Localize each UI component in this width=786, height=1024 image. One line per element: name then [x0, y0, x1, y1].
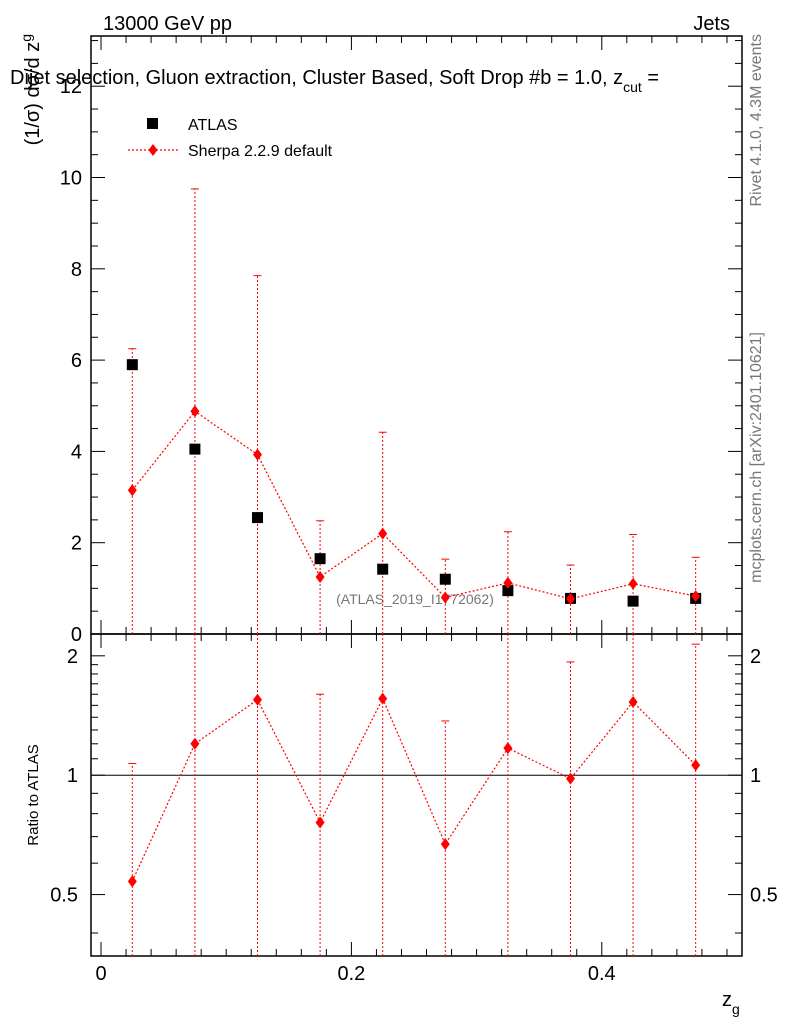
sherpa-point	[565, 592, 575, 605]
y-tick-label: 8	[71, 259, 82, 281]
x-tick-label: 0.2	[337, 963, 365, 985]
y-tick-label: 0	[71, 624, 82, 646]
sherpa-line	[131, 410, 696, 600]
plot-title-main: Dijet selection, Gluon extraction, Clust…	[10, 67, 623, 89]
atlas-point	[189, 443, 201, 455]
sherpa-point	[691, 590, 701, 603]
mcplots-label: mcplots.cern.ch [arXiv:2401.10621]	[748, 332, 765, 583]
energy-label: 13000 GeV pp	[103, 13, 232, 35]
atlas-point	[314, 553, 326, 565]
plot-title: Dijet selection, Gluon extraction, Clust…	[10, 67, 659, 95]
ratio-tick-label-right: 2	[750, 646, 761, 668]
category-label: Jets	[693, 13, 730, 35]
ratio-tick-label-right: 0.5	[750, 885, 778, 907]
legend-atlas-label: ATLAS	[188, 117, 238, 134]
legend-atlas-marker	[147, 118, 158, 129]
atlas-point	[377, 563, 389, 575]
y-axis-title-sub: g	[18, 34, 34, 42]
ratio-axis-title: Ratio to ATLAS	[25, 744, 42, 845]
legend: ATLAS Sherpa 2.2.9 default	[128, 117, 333, 160]
sherpa-point	[315, 570, 325, 583]
plot-title-sub: cut	[623, 79, 642, 95]
legend-sherpa-marker	[148, 144, 158, 156]
sherpa-point	[503, 576, 513, 589]
x-tick-label: 0	[95, 963, 106, 985]
ratio-tick-label-left: 1	[67, 765, 78, 787]
atlas-point	[627, 595, 639, 607]
sherpa-point	[628, 577, 638, 590]
x-axis-title: zg	[722, 989, 740, 1017]
ratio-point	[190, 737, 200, 750]
ratio-tick-label-left: 0.5	[50, 885, 78, 907]
atlas-point	[502, 585, 514, 597]
ratio-point	[503, 742, 513, 755]
y-tick-label: 2	[71, 533, 82, 555]
x-axis-title-sub: g	[732, 1001, 740, 1017]
series-layer	[126, 188, 702, 956]
y-axis-title: (1/σ) dσ/d zg	[18, 34, 44, 145]
atlas-point	[439, 573, 451, 585]
ratio-point	[253, 693, 263, 706]
ratio-point	[378, 692, 388, 705]
sherpa-point	[127, 484, 137, 497]
plot-title-tail: =	[642, 67, 659, 89]
analysis-watermark: (ATLAS_2019_I1772062)	[336, 591, 494, 607]
sherpa-point	[440, 591, 450, 604]
ratio-line	[131, 697, 697, 882]
rivet-label: Rivet 4.1.0, 4.3M events	[748, 34, 765, 207]
ratio-point	[565, 772, 575, 785]
atlas-point	[252, 512, 264, 524]
x-axis-title-main: z	[722, 989, 732, 1011]
y-tick-label: 6	[71, 350, 82, 372]
sherpa-point	[378, 527, 388, 540]
y-axis-title-main: (1/σ) dσ/d z	[22, 42, 44, 146]
sherpa-point	[190, 405, 200, 418]
atlas-point	[126, 359, 138, 371]
sherpa-point	[253, 448, 263, 461]
y-tick-label: 4	[71, 441, 82, 463]
ratio-tick-label-right: 1	[750, 765, 761, 787]
ratio-panel-frame	[90, 633, 743, 957]
legend-sherpa-label: Sherpa 2.2.9 default	[188, 143, 333, 160]
y-tick-label: 10	[60, 168, 82, 190]
ratio-tick-label-left: 2	[67, 646, 78, 668]
ratio-point	[691, 759, 701, 772]
ratio-point	[628, 695, 638, 708]
ratio-point	[127, 875, 137, 888]
ratio-point	[315, 816, 325, 829]
y-tick-label: 12	[60, 76, 82, 98]
ratio-point	[440, 838, 450, 851]
x-tick-label: 0.4	[588, 963, 616, 985]
